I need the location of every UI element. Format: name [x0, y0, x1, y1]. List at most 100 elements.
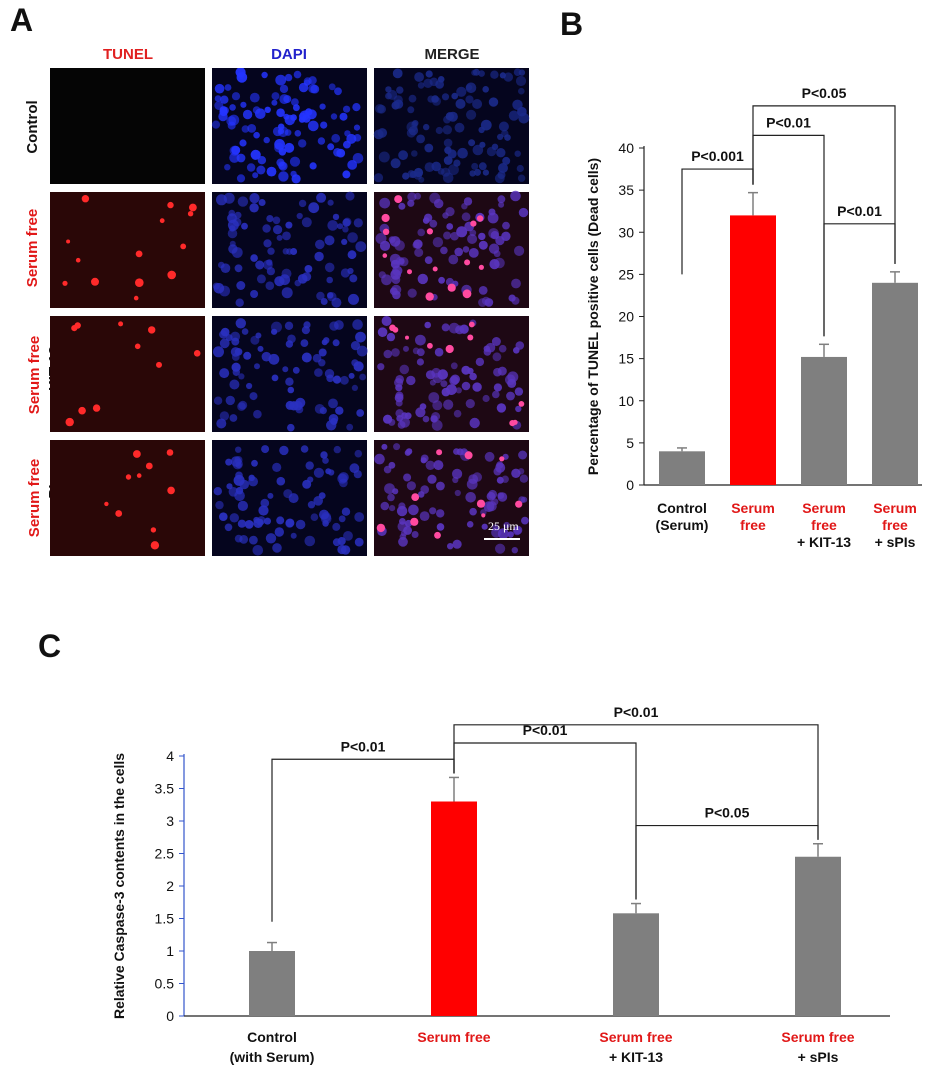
tunel-positive-cell — [394, 195, 403, 204]
y-tick-label: 0.5 — [155, 976, 175, 992]
nucleus — [424, 143, 434, 153]
nucleus — [348, 372, 355, 379]
nucleus — [482, 86, 490, 93]
nucleus — [212, 282, 220, 290]
nucleus — [243, 351, 252, 360]
nucleus — [248, 474, 255, 481]
nucleus — [310, 513, 319, 521]
nucleus — [496, 148, 506, 158]
nucleus — [450, 231, 459, 241]
tunel-positive-cell — [445, 344, 454, 354]
nucleus — [342, 226, 349, 233]
nucleus — [293, 104, 300, 112]
nucleus — [273, 225, 283, 235]
bar-0 — [249, 951, 295, 1016]
nucleus — [466, 521, 474, 528]
category-label-1: free — [740, 517, 766, 533]
nucleus — [298, 139, 307, 148]
nucleus — [231, 353, 240, 361]
nucleus — [417, 491, 425, 498]
category-label-3: Serum free — [781, 1029, 854, 1045]
nucleus — [456, 448, 464, 456]
nucleus — [394, 240, 405, 251]
tunel-positive-cell — [464, 259, 471, 266]
nucleus — [436, 509, 445, 518]
nucleus — [411, 531, 419, 538]
nucleus — [375, 233, 387, 244]
tunel-positive-cell — [499, 456, 505, 462]
tunel-positive-cell — [118, 321, 124, 327]
nucleus — [452, 539, 462, 549]
nucleus — [241, 125, 250, 133]
row-label-serum-free-kit13-line1: Serum free — [26, 335, 43, 415]
tunel-positive-cell — [518, 401, 525, 407]
bar-1 — [431, 801, 477, 1016]
tunel-positive-cell — [189, 203, 197, 212]
nucleus — [480, 119, 492, 131]
tunel-positive-cell — [436, 449, 443, 456]
tunel-positive-cell — [135, 278, 144, 287]
nucleus — [457, 147, 468, 159]
tunel-positive-cell — [81, 195, 90, 203]
column-header-tunel: TUNEL — [103, 46, 153, 63]
nucleus — [495, 543, 506, 554]
nucleus — [213, 487, 222, 496]
nucleus — [316, 192, 327, 203]
nucleus — [518, 112, 530, 124]
nucleus — [314, 368, 323, 377]
nucleus — [231, 145, 241, 155]
nucleus — [434, 347, 444, 357]
nucleus — [431, 419, 443, 431]
nucleus — [253, 131, 260, 139]
nucleus — [345, 191, 355, 201]
nucleus — [454, 489, 461, 497]
nucleus — [340, 375, 349, 385]
nucleus — [249, 193, 260, 204]
nucleus — [492, 390, 500, 399]
nucleus — [261, 351, 272, 362]
y-tick-label: 3.5 — [155, 781, 175, 797]
nucleus — [408, 94, 417, 103]
nucleus — [318, 348, 327, 357]
bar-2 — [801, 356, 847, 485]
nucleus — [386, 332, 396, 342]
nucleus — [219, 411, 230, 421]
nucleus — [328, 398, 338, 409]
nucleus — [489, 259, 500, 270]
nucleus — [444, 146, 452, 154]
y-axis-label: Percentage of TUNEL positive cells (Dead… — [585, 158, 601, 475]
significance-bracket-3 — [823, 223, 896, 337]
nucleus — [255, 260, 265, 270]
nucleus — [432, 237, 444, 248]
tunel-positive-cell — [104, 501, 109, 507]
nucleus — [481, 523, 488, 530]
nucleus — [290, 532, 297, 539]
nucleus — [419, 403, 427, 410]
nucleus — [448, 164, 459, 176]
nucleus — [478, 70, 485, 77]
nucleus — [302, 272, 312, 282]
tunel-positive-cell — [470, 220, 477, 227]
nucleus — [465, 492, 477, 503]
nucleus — [443, 156, 453, 165]
nucleus — [454, 122, 465, 133]
nucleus — [271, 374, 279, 382]
nucleus — [506, 391, 515, 401]
nucleus — [319, 103, 326, 110]
nucleus — [415, 334, 426, 346]
nucleus — [359, 373, 366, 381]
nucleus — [271, 328, 278, 335]
nucleus — [276, 516, 285, 525]
nucleus — [252, 545, 264, 556]
nucleus — [274, 142, 284, 153]
category-label-3: free — [882, 517, 908, 533]
nucleus — [281, 287, 293, 299]
nucleus — [265, 281, 275, 290]
bar-1 — [730, 215, 776, 485]
nucleus — [456, 226, 468, 238]
nucleus — [274, 527, 284, 537]
nucleus — [451, 92, 459, 100]
nucleus — [469, 417, 480, 429]
nucleus — [213, 396, 223, 405]
nucleus — [249, 535, 258, 545]
